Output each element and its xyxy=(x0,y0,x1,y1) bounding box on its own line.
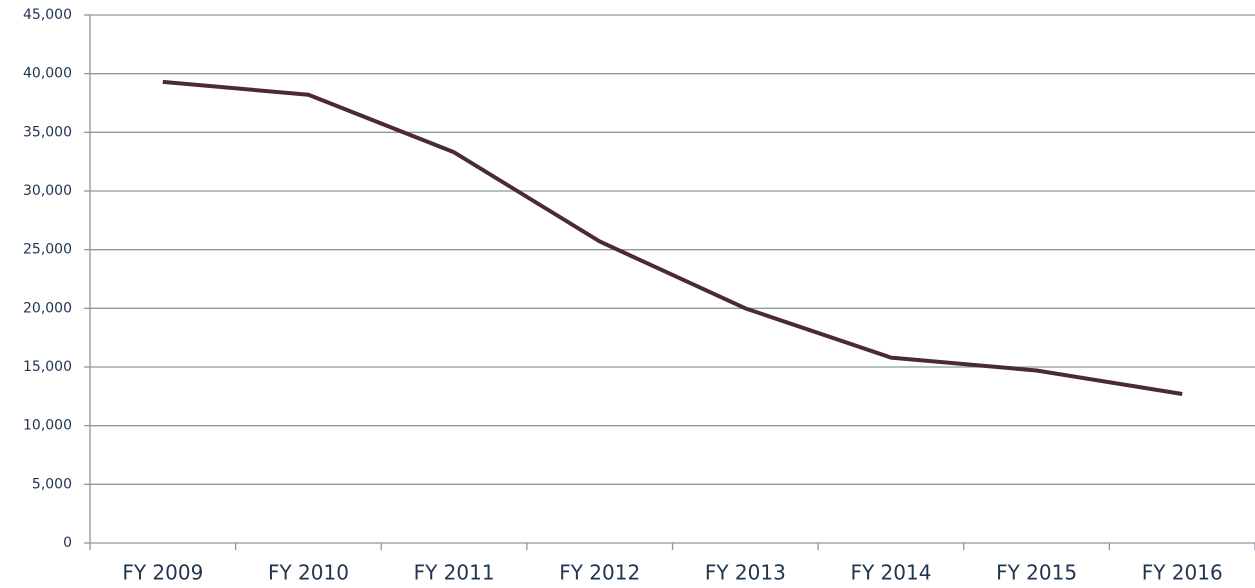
x-tick-label: FY 2012 xyxy=(559,561,640,585)
x-tick-label: FY 2010 xyxy=(268,561,349,585)
data-line xyxy=(162,79,1183,396)
y-tick-label: 45,000 xyxy=(23,7,72,23)
y-tick-label: 15,000 xyxy=(23,359,72,375)
y-tick-label: 5,000 xyxy=(32,476,72,492)
y-tick-label: 30,000 xyxy=(23,183,72,199)
x-tick-label: FY 2011 xyxy=(414,561,495,585)
y-tick-label: 0 xyxy=(63,535,72,551)
x-tick-label: FY 2014 xyxy=(850,561,931,585)
y-tick-label: 35,000 xyxy=(23,124,72,140)
y-tick-label: 20,000 xyxy=(23,300,72,316)
y-tick-label: 40,000 xyxy=(23,66,72,82)
x-tick-label: FY 2009 xyxy=(122,561,203,585)
x-tick-label: FY 2015 xyxy=(996,561,1077,585)
y-tick-label: 25,000 xyxy=(23,242,72,258)
x-tick-label: FY 2016 xyxy=(1142,561,1223,585)
y-tick-label: 10,000 xyxy=(23,418,72,434)
x-tick-label: FY 2013 xyxy=(705,561,786,585)
